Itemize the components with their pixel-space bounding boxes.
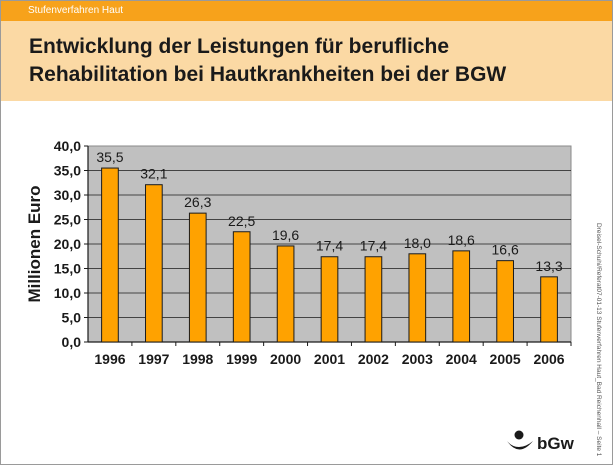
data-label: 17,4 bbox=[316, 238, 343, 254]
data-label: 16,6 bbox=[492, 242, 519, 258]
bgw-logo-mark-icon bbox=[507, 430, 533, 450]
title-band: Entwicklung der Leistungen für beruflich… bbox=[1, 21, 612, 101]
data-label: 17,4 bbox=[360, 238, 387, 254]
x-tick-label: 2000 bbox=[270, 351, 301, 367]
bar bbox=[320, 256, 339, 343]
bar-chart: 0,0 5,0 10,0 15,0 20,0 25,0 30,0 35,0 40,0 35,5 19… bbox=[25, 138, 572, 367]
data-label: 18,6 bbox=[448, 232, 475, 248]
y-tick-label: 10,0 bbox=[54, 285, 81, 301]
data-label: 18,0 bbox=[404, 235, 431, 251]
x-tick-label: 2004 bbox=[446, 351, 477, 367]
data-label: 13,3 bbox=[535, 258, 562, 274]
slide-title-line-2: Rehabilitation bei Hautkrankheiten bei d… bbox=[29, 63, 507, 86]
bar bbox=[364, 256, 383, 343]
x-tick-label: 1998 bbox=[182, 351, 213, 367]
y-tick-label: 0,0 bbox=[62, 334, 82, 350]
data-label: 32,1 bbox=[140, 166, 167, 182]
bar bbox=[452, 250, 471, 343]
slide-title-line-1: Entwicklung der Leistungen für beruflich… bbox=[29, 35, 450, 58]
y-tick-label: 30,0 bbox=[54, 187, 81, 203]
y-tick-label: 20,0 bbox=[54, 236, 81, 252]
bar bbox=[145, 184, 163, 343]
bar bbox=[408, 253, 427, 343]
bar bbox=[540, 276, 558, 343]
bgw-logo-text: bGw bbox=[537, 434, 575, 453]
side-note-text: Dreisel-Schuhi/Referat07-01-13 Stufenver… bbox=[595, 223, 602, 457]
data-label: 19,6 bbox=[272, 227, 299, 243]
y-tick-label: 25,0 bbox=[54, 212, 81, 228]
bar bbox=[232, 231, 251, 343]
bar bbox=[188, 212, 207, 343]
section-label: Stufenverfahren Haut bbox=[28, 5, 124, 16]
x-tick-label: 1999 bbox=[226, 351, 257, 367]
y-tick-label: 15,0 bbox=[54, 261, 81, 277]
side-note: Dreisel-Schuhi/Referat07-01-13 Stufenver… bbox=[593, 223, 603, 463]
x-tick-label: 2001 bbox=[314, 351, 345, 367]
x-tick-label: 2002 bbox=[358, 351, 389, 367]
data-label: 22,5 bbox=[228, 213, 255, 229]
y-tick-label: 35,0 bbox=[54, 163, 81, 179]
bar bbox=[101, 167, 119, 343]
x-tick-label: 1996 bbox=[94, 351, 125, 367]
x-tick-label: 2003 bbox=[402, 351, 433, 367]
data-label: 35,5 bbox=[96, 149, 123, 165]
bar bbox=[276, 245, 295, 343]
x-tick-label: 1997 bbox=[138, 351, 169, 367]
bar bbox=[496, 260, 514, 343]
y-tick-label: 40,0 bbox=[54, 138, 81, 154]
data-label: 26,3 bbox=[184, 194, 211, 210]
x-tick-label: 2006 bbox=[533, 351, 564, 367]
bgw-logo: bGw bbox=[507, 430, 575, 453]
x-tick-label: 2005 bbox=[490, 351, 521, 367]
y-axis-title: Millionen Euro bbox=[25, 185, 44, 302]
section-bar: Stufenverfahren Haut bbox=[1, 1, 612, 21]
y-tick-label: 5,0 bbox=[62, 310, 82, 326]
